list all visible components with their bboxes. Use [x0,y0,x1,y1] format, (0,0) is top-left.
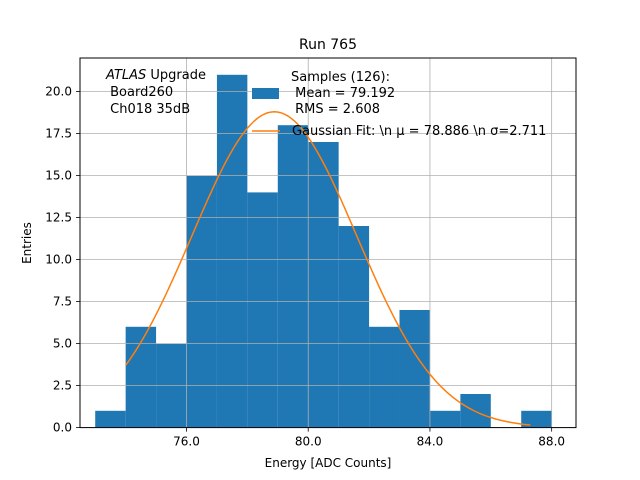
histogram-bar [247,192,278,428]
y-tick-label: 12.5 [45,211,72,225]
histogram-bar [308,142,339,428]
x-axis-label: Energy [ADC Counts] [265,456,392,470]
y-tick-label: 20.0 [45,85,72,99]
x-tick-label: 88.0 [538,435,565,449]
histogram-bar [277,125,309,428]
legend-hist-label-3: RMS = 2.608 [291,102,380,117]
x-axis-ticks: 76.0 80.0 84.0 88.0 [173,427,565,449]
y-tick-label: 7.5 [53,295,72,309]
x-tick-label: 76.0 [173,435,200,449]
histogram-bar [216,74,248,428]
histogram-bar [429,410,461,428]
legend-hist-label-2: Mean = 79.192 [291,86,395,101]
y-tick-label: 17.5 [45,127,72,141]
histogram-bar [95,410,126,428]
atlas-annotation: ATLAS Upgrade Board260 Ch018 35dB [105,68,206,117]
annotation-line-1: ATLAS Upgrade [105,68,206,83]
legend-hist-label-1: Samples (126): [291,70,390,85]
y-axis-label: Entries [20,222,34,264]
y-tick-label: 0.0 [53,421,72,435]
legend: Samples (126): Mean = 79.192 RMS = 2.608… [252,70,546,139]
y-tick-label: 5.0 [53,337,72,351]
histogram-bar [338,226,370,428]
histogram-bar [369,326,400,428]
y-tick-label: 2.5 [53,379,72,393]
legend-fit-label: Gaussian Fit: \n μ = 78.886 \n σ=2.711 [292,124,546,139]
annotation-line-3: Ch018 35dB [106,102,190,117]
plot-frame [79,57,577,429]
annotation-line-2: Board260 [106,85,173,100]
chart-title: Run 765 [299,37,357,53]
histogram-bar [521,410,552,428]
y-tick-label: 15.0 [45,169,72,183]
y-tick-label: 10.0 [45,253,72,267]
y-axis-ticks: 0.0 2.5 5.0 7.5 10.0 12.5 15.0 17.5 20.0 [45,85,80,435]
x-tick-label: 84.0 [417,435,444,449]
x-tick-label: 80.0 [295,435,322,449]
gaussian-fit-curve [125,111,531,426]
legend-hist-swatch [252,88,279,99]
